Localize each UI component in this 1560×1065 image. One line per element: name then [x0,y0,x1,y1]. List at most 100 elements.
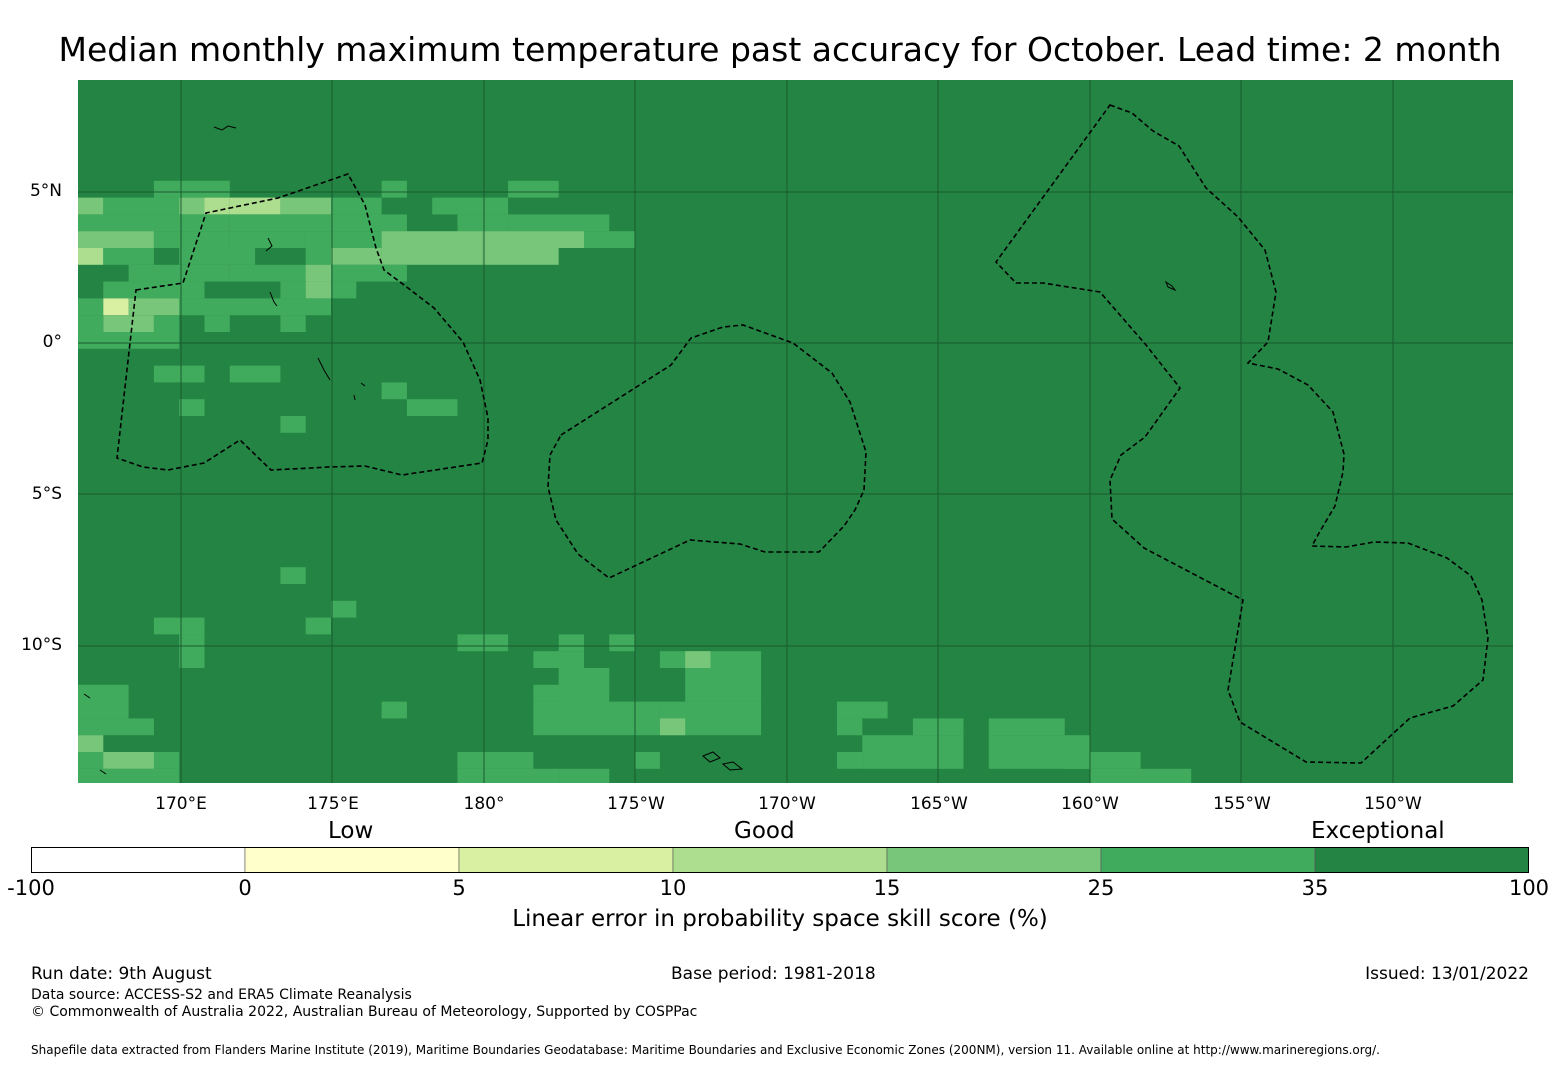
skill-cell [381,180,407,198]
skill-cell [229,197,281,215]
skill-cell [153,617,205,635]
skill-cell [609,634,635,652]
skill-cell [128,298,180,316]
skill-cell [457,752,534,769]
skill-cell [78,197,104,215]
skill-cell [179,399,205,416]
lat-label-10s: 10°S [21,635,62,655]
shapefile-note: Shapefile data extracted from Flanders M… [31,1043,1380,1057]
skill-cell [558,768,610,783]
skill-cell [103,315,154,332]
skill-cell [280,281,306,299]
skill-cell [78,718,154,736]
skill-cell [685,651,711,668]
lon-label-180: 180° [463,794,505,814]
skill-cell [331,248,382,265]
colorbar-bin [672,847,888,873]
skill-cell [685,668,762,702]
skill-cell [103,281,205,299]
skill-cell [280,567,306,584]
skill-cell [457,634,509,652]
skill-cell [305,231,382,248]
skill-cell [103,298,129,316]
colorbar-bin [1100,847,1316,873]
skill-cell [78,332,180,349]
skill-cell [153,315,180,332]
skill-cell [78,248,104,265]
lon-label-160w: 160°W [1061,794,1119,814]
skill-cell [331,264,407,282]
colorbar-bin [886,847,1102,873]
copyright: © Commonwealth of Australia 2022, Austra… [31,1004,698,1020]
issued-date: Issued: 13/01/2022 [1365,964,1529,984]
colorbar-tick: 15 [873,876,901,900]
lon-label-150w: 150°W [1364,794,1422,814]
skill-cell [482,231,584,248]
skill-cell [153,231,230,248]
colorbar-tick: 0 [238,876,252,900]
skill-cell [229,214,331,232]
skill-cell [305,248,331,265]
eez-boundaries [116,104,1489,764]
skill-cell [103,248,154,265]
skill-cell [381,248,483,265]
lon-label-155w: 155°W [1213,794,1271,814]
skill-cell [179,197,205,215]
skill-cell [78,298,104,316]
colorbar-tick: -100 [7,876,55,900]
base-period: Base period: 1981-2018 [671,964,876,984]
skill-cell [381,382,407,400]
skill-cell [406,399,458,416]
skill-cell [280,416,306,433]
island-kiritimati [1164,280,1177,292]
skill-cell [229,365,281,383]
skill-score-map [78,80,1513,783]
eez-boundary-kiribati-line [994,104,1489,764]
colorbar-bin [1314,847,1529,873]
skill-cell [508,214,610,232]
skill-cell [204,197,230,215]
island-gilbert-south [317,357,366,401]
skill-cell [837,752,863,769]
lon-label-175e: 175°E [307,794,359,814]
skill-cell [229,231,306,248]
data-source: Data source: ACCESS-S2 and ERA5 Climate … [31,987,412,1003]
lat-label-0: 0° [42,332,62,352]
skill-cell [432,197,509,215]
skill-cell [179,248,256,265]
colorbar-tick: 5 [452,876,466,900]
island-butaritari [213,125,237,131]
run-date: Run date: 9th August [31,964,212,984]
skill-cell [305,264,331,282]
skill-cell [128,264,230,282]
skill-cell [584,231,635,248]
colorbar-tick: 10 [659,876,687,900]
legend-category-exceptional: Exceptional [1311,818,1445,844]
legend-category-low: Low [328,818,374,844]
skill-cell [837,718,863,736]
skill-cell [78,768,180,783]
skill-cell [153,365,205,383]
lon-label-170w: 170°W [758,794,816,814]
island-samoa-upolu [702,751,721,763]
skill-cell [179,634,205,668]
skill-cell [78,315,104,332]
skill-cell [78,231,154,248]
skill-cell [533,651,584,668]
colorbar-label: Linear error in probability space skill … [512,906,1048,932]
colorbar-tick: 100 [1508,876,1550,900]
skill-cell [659,718,686,736]
colorbar [31,847,1529,873]
legend-category-good: Good [734,818,795,844]
colorbar-tick: 25 [1087,876,1115,900]
skill-cell [280,197,331,215]
skill-cell [103,752,154,769]
eez-boundary-kiribati-gilbert [116,173,489,476]
skill-cell [634,752,660,769]
colorbar-bin [244,847,460,873]
map-background [78,80,1513,783]
island-samoa-savaii [721,761,744,771]
skill-cell [153,180,230,198]
skill-cell [103,197,180,215]
skill-cell [558,634,584,652]
